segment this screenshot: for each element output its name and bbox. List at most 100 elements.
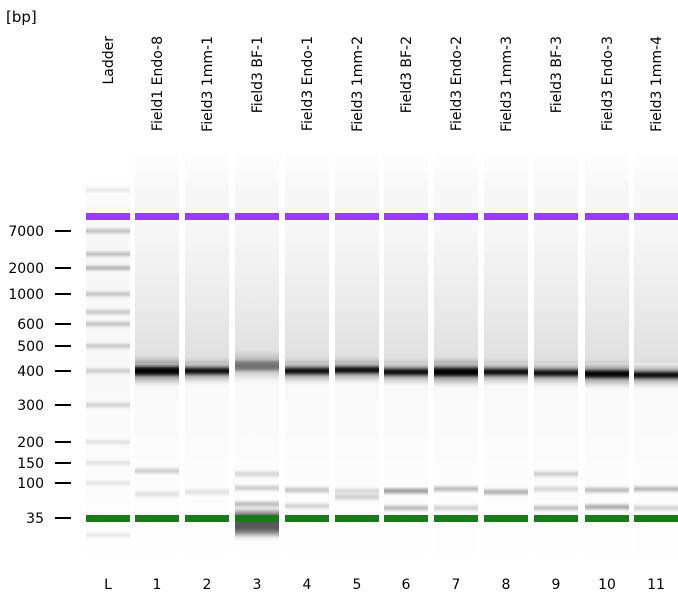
faint-band [285,504,329,508]
sample-smears [135,228,678,363]
marker-bands [86,213,678,522]
size-marker-label: 1000 [8,287,44,303]
lower-marker-band [335,515,379,522]
ladder-bands [86,188,130,537]
faint-band [634,506,678,510]
lane-title: Field3 Endo-2 [449,36,465,131]
faint-band [434,487,478,491]
faint-band [634,487,678,491]
lane-number: 5 [353,577,362,593]
lane-title: Field3 1mm-2 [350,36,366,132]
lane-number: 2 [203,577,212,593]
faint-band [135,469,179,473]
upper-marker-band [285,213,329,220]
sample-smear [484,228,528,363]
sample-band [384,369,428,375]
upper-marker-band [534,213,578,220]
lower-marker-band [534,515,578,522]
lower-marker-band [185,515,229,522]
sample-bands [135,355,678,534]
lane-number: 9 [552,577,561,593]
lane-title: Field3 BF-3 [549,36,565,113]
lower-marker-band [434,515,478,522]
upper-marker-band [634,213,678,220]
upper-marker-band [484,213,528,220]
size-marker-label: 2000 [8,261,44,277]
faint-band [585,505,629,509]
size-marker-label: 600 [17,317,44,333]
lower-marker-band [235,515,279,522]
size-marker-label: 35 [26,511,44,527]
upper-marker-band [235,213,279,220]
sample-band [135,367,179,375]
lane-title: Field3 1mm-4 [649,36,665,132]
size-marker-label: 200 [17,435,44,451]
ladder-band [86,461,130,465]
ladder-band [86,292,130,296]
ladder-band [86,440,130,444]
sample-band [534,370,578,376]
sample-band [585,370,629,378]
faint-band [585,488,629,492]
lane-number: 10 [598,577,616,593]
sample-smear [185,228,229,363]
lane-numbers: L 1 2 3 4 5 6 7 8 9 10 11 [104,577,665,593]
faint-band [534,506,578,510]
lower-marker-band [384,515,428,522]
upper-marker-band [585,213,629,220]
size-marker-label: 100 [17,476,44,492]
sample-band [434,368,478,376]
faint-band [335,489,379,493]
ladder-band [86,252,130,256]
upper-marker-band [86,213,130,220]
sample-band [285,368,329,374]
size-marker-label: 7000 [8,224,44,240]
faint-band [484,490,528,494]
lane-title: Ladder [101,36,117,85]
faint-band [285,488,329,492]
lane-title: Field3 Endo-1 [300,36,316,131]
ladder-band [86,403,130,407]
sample-smear [384,228,428,363]
sample-band [235,361,279,371]
ladder-band [86,481,130,485]
sample-smear [634,228,678,363]
size-marker-label: 500 [17,339,44,355]
lane-number: 3 [253,577,262,593]
lower-marker-band [634,515,678,522]
lane-title: Field1 Endo-8 [150,36,166,131]
lane-title: Field3 1mm-3 [499,36,515,132]
sample-smear [534,228,578,363]
sample-smear [335,228,379,363]
lane-number: L [104,577,112,593]
sample-smear [235,228,279,363]
faint-band [384,489,428,493]
faint-band [534,472,578,476]
faint-band [135,492,179,496]
ladder-band [86,533,130,537]
lane-titles: Ladder Field1 Endo-8 Field3 1mm-1 Field3 BF… [101,36,665,132]
size-marker-label: 150 [17,456,44,472]
upper-marker-band [185,213,229,220]
faint-band [235,486,279,490]
faint-band [384,506,428,510]
lane-title: Field3 BF-1 [250,36,266,113]
upper-marker-band [335,213,379,220]
faint-band [534,487,578,491]
upper-marker-band [135,213,179,220]
faint-band [185,490,229,494]
lower-marker-band [585,515,629,522]
sample-smear [285,228,329,363]
lane-title: Field3 1mm-1 [200,36,216,132]
lower-marker-band [86,515,130,522]
upper-marker-band [384,213,428,220]
unit-label: [bp] [6,8,37,26]
sample-smear [135,228,179,363]
faint-band [235,502,279,506]
lower-marker-band [285,515,329,522]
lane-background [86,180,130,568]
lane-number: 8 [502,577,511,593]
lane-title: Field3 Endo-3 [600,36,616,131]
upper-marker-band [434,213,478,220]
sample-band [185,368,229,374]
